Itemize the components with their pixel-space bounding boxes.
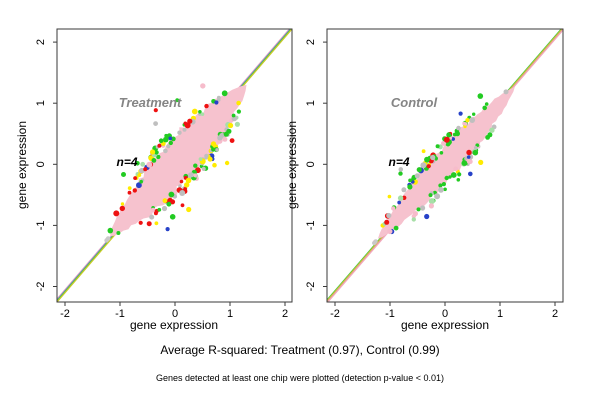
svg-text:-2: -2	[35, 282, 47, 292]
control-n-annotation: n=4	[388, 155, 409, 169]
density-lens	[377, 86, 515, 239]
svg-text:0: 0	[442, 308, 448, 320]
x-axis-ticks: -2 -1 0 1 2	[60, 302, 288, 320]
svg-text:1: 1	[497, 308, 503, 320]
svg-text:1: 1	[227, 308, 233, 320]
svg-text:-1: -1	[115, 308, 125, 320]
svg-text:-2: -2	[60, 308, 70, 320]
edge-dots	[104, 83, 241, 243]
treatment-title: Treatment	[119, 95, 182, 110]
svg-text:0: 0	[172, 308, 178, 320]
svg-text:2: 2	[35, 39, 47, 45]
svg-text:2: 2	[282, 308, 288, 320]
svg-text:0: 0	[35, 161, 47, 167]
treatment-n-annotation: n=4	[116, 155, 137, 169]
density-lens	[110, 84, 247, 237]
svg-text:-1: -1	[305, 221, 317, 231]
treatment-y-axis-label: gene expression	[15, 121, 29, 209]
edge-dots	[372, 89, 509, 246]
detection-note-caption: Genes detected at least one chip were pl…	[156, 373, 444, 383]
control-x-axis-label: gene expression	[401, 318, 489, 332]
svg-text:-2: -2	[305, 282, 317, 292]
treatment-panel: -2 -1 0 1 2 -2 -1 0 1 2	[35, 28, 293, 320]
svg-text:-1: -1	[385, 308, 395, 320]
x-axis-ticks: -2 -1 0 1 2	[330, 302, 558, 320]
r-squared-caption: Average R-squared: Treatment (0.97), Con…	[160, 343, 439, 357]
svg-text:1: 1	[305, 100, 317, 106]
y-axis-ticks: -2 -1 0 1 2	[35, 39, 57, 291]
control-panel: -2 -1 0 1 2 -2 -1 0 1 2	[305, 28, 564, 320]
svg-text:0: 0	[305, 161, 317, 167]
svg-text:2: 2	[552, 308, 558, 320]
svg-text:-1: -1	[35, 221, 47, 231]
svg-text:2: 2	[305, 39, 317, 45]
plot-area	[327, 29, 563, 302]
control-title: Control	[391, 95, 438, 110]
plot-area	[57, 29, 292, 302]
control-y-axis-label: gene expression	[285, 121, 299, 209]
svg-text:-2: -2	[330, 308, 340, 320]
svg-text:1: 1	[35, 100, 47, 106]
treatment-x-axis-label: gene expression	[130, 318, 218, 332]
y-axis-ticks: -2 -1 0 1 2	[305, 39, 327, 291]
